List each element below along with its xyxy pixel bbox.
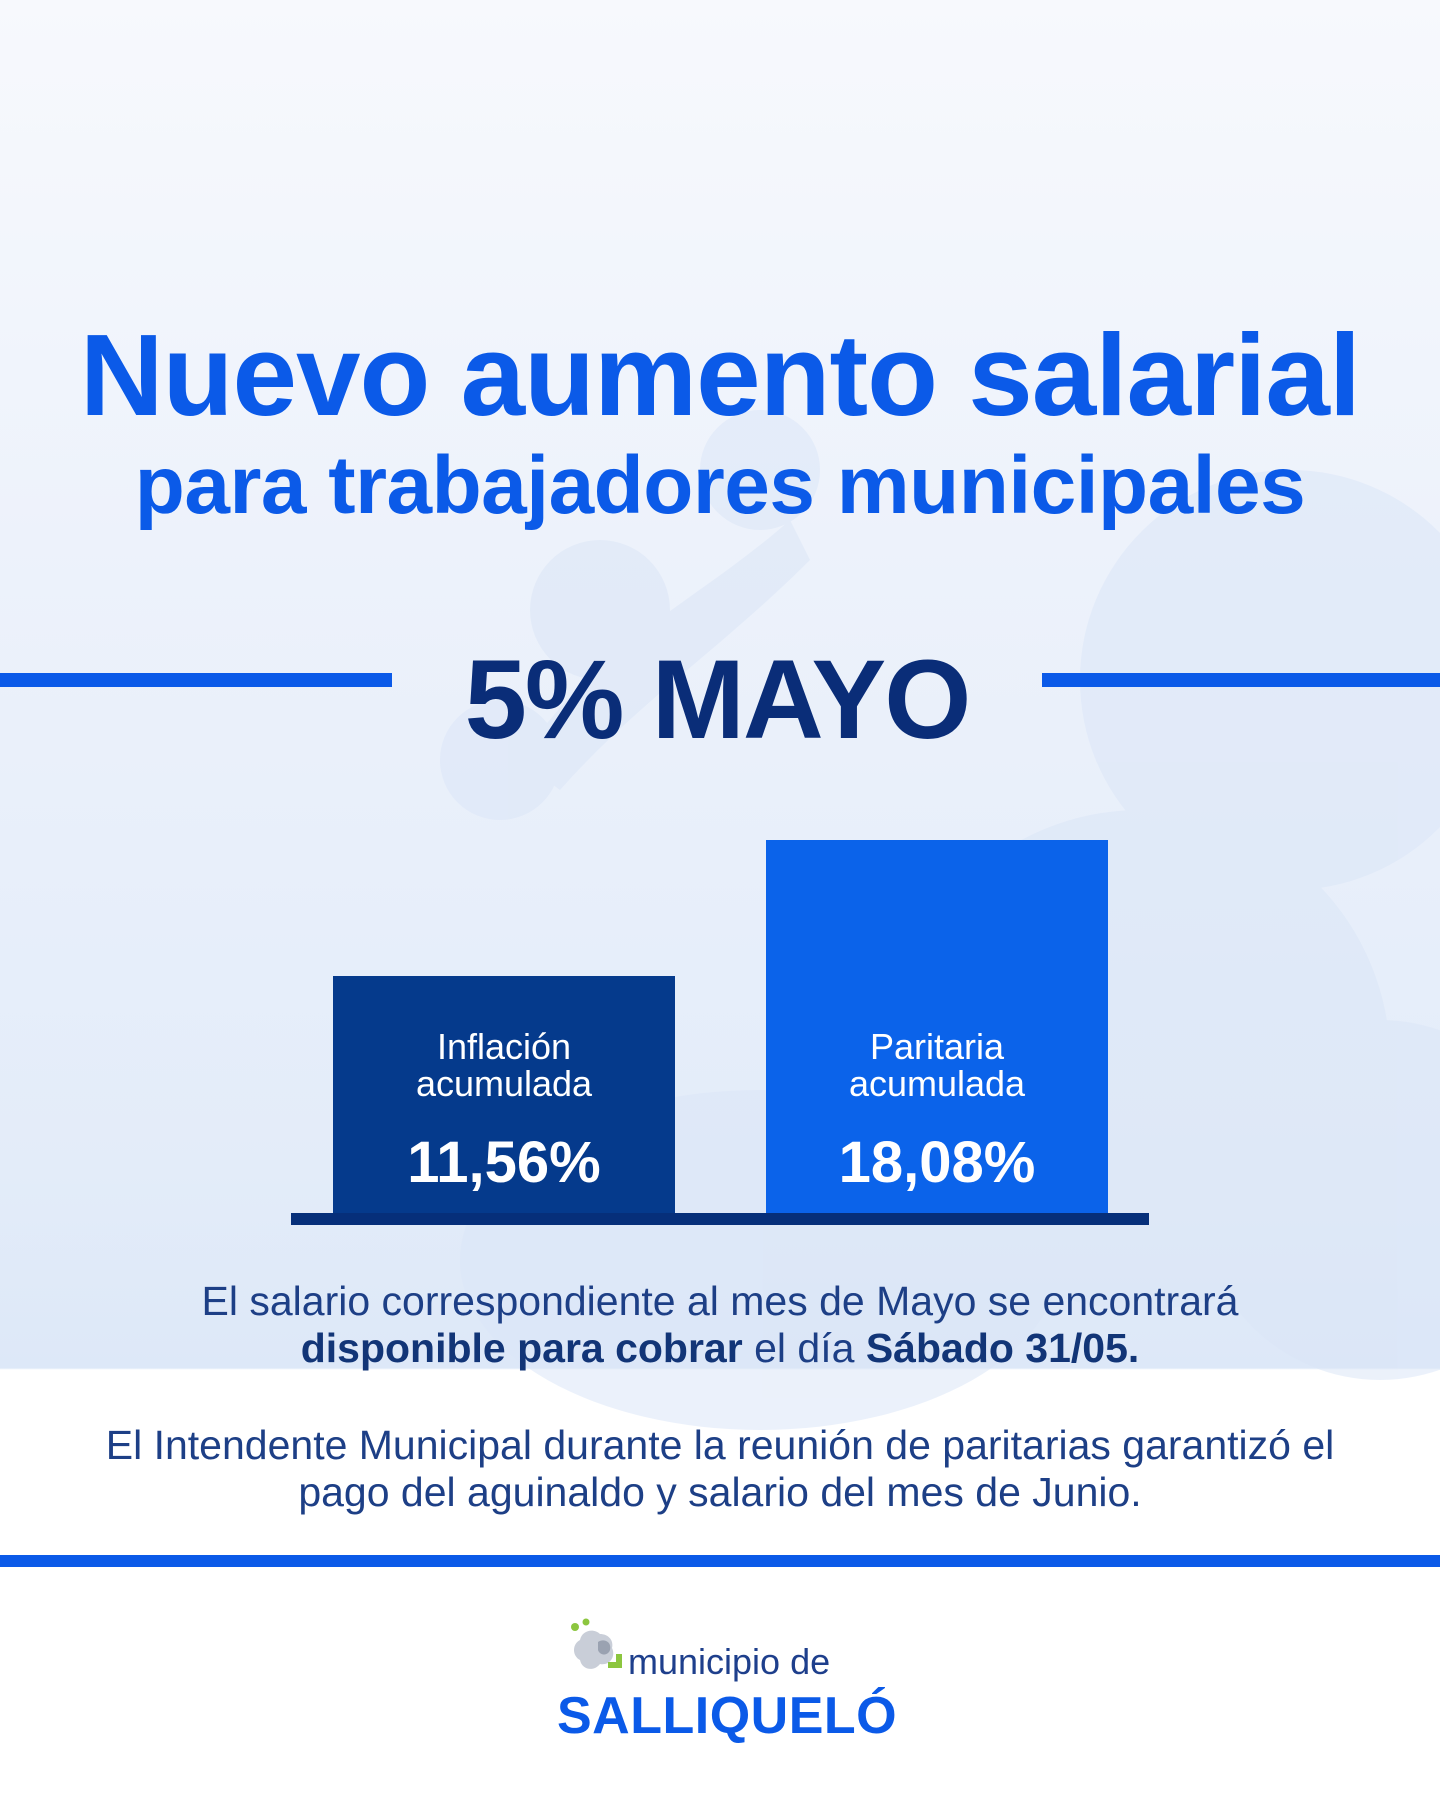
headline-rule-left — [0, 673, 392, 687]
bar-paritaria-acumulada: Paritaria acumulada 18,08% — [766, 840, 1108, 1218]
logo-text-municipio: municipio de — [628, 1641, 831, 1682]
logo-text-salliquelo: SALLIQUELÓ — [557, 1687, 898, 1745]
bar-inflacion-label-line2: acumulada — [415, 1063, 593, 1104]
salliquelo-logo-icon — [571, 1618, 622, 1669]
bar-inflacion-acumulada: Inflación acumulada 11,56% — [333, 976, 675, 1218]
bar-paritaria-label-line1: Paritaria — [869, 1026, 1005, 1067]
payment-text-intro: El salario correspondiente al mes de May… — [201, 1278, 1239, 1324]
payment-text-middle: el día — [754, 1325, 855, 1371]
headline-rule-right — [1042, 673, 1440, 687]
footer-rule — [0, 1555, 1440, 1567]
payment-date-text: El salario correspondiente al mes de May… — [80, 1278, 1360, 1372]
page-title: Nuevo aumento salarial — [79, 310, 1361, 440]
bar-inflacion-label: Inflación acumulada — [333, 1028, 675, 1102]
bar-paritaria-value: 18,08% — [838, 1130, 1036, 1195]
bar-inflacion-label-line1: Inflación — [436, 1026, 572, 1067]
chart-baseline — [291, 1213, 1149, 1225]
bar-paritaria-label-line2: acumulada — [848, 1063, 1026, 1104]
municipio-logo: municipio de SALLIQUELÓ — [548, 1612, 908, 1745]
bar-paritaria-label: Paritaria acumulada — [766, 1028, 1108, 1102]
bar-inflacion-value: 11,56% — [407, 1130, 601, 1195]
aguinaldo-guarantee-text: El Intendente Municipal durante la reuni… — [105, 1422, 1335, 1515]
payment-text-bold-date: Sábado 31/05. — [865, 1325, 1140, 1371]
raise-headline: 5% MAYO — [464, 637, 972, 762]
payment-text-bold-available: disponible para cobrar — [300, 1325, 743, 1371]
page-subtitle: para trabajadores municipales — [134, 440, 1306, 531]
